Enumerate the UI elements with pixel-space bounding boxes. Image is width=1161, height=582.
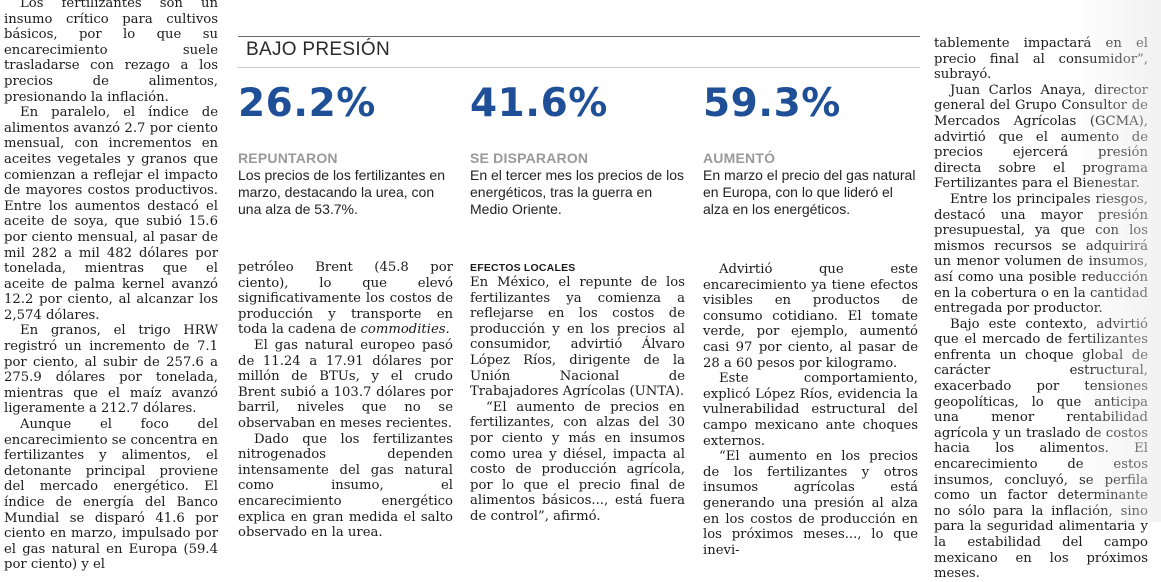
article-column-1: Los fertilizantes son un insumo crítico … (4, 0, 218, 573)
paragraph: En México, el repunte de los fertilizant… (470, 275, 685, 400)
paragraph: “El aumento de precios en fertilizantes,… (470, 399, 685, 524)
paragraph: Este comportamiento, explicó López Ríos,… (703, 371, 918, 449)
text-run: . (445, 322, 450, 338)
paragraph: “El aumento en los precios de los fertil… (703, 449, 918, 558)
article-column-5: tablemente impactará en el precio final … (934, 36, 1148, 582)
paragraph: petróleo Brent (45.8 por ciento), lo que… (238, 260, 453, 338)
stat-block: 26.2% REPUNTARON Los precios de los fert… (238, 82, 453, 218)
paragraph: Aunque el foco del encarecimiento se con… (4, 417, 218, 573)
paragraph: En granos, el trigo HRW registró un incr… (4, 323, 218, 417)
paragraph: Dado que los fertilizantes nitrogenados … (238, 431, 453, 541)
infobox-title: BAJO PRESIÓN (246, 39, 391, 60)
article-column-2: petróleo Brent (45.8 por ciento), lo que… (238, 260, 453, 541)
paragraph: El gas natural europeo pasó de 11.24 a 1… (238, 337, 453, 431)
paragraph: Bajo este contexto, advirtió que el merc… (934, 316, 1148, 582)
article-column-4: Advirtió que este encarecimiento ya tien… (703, 262, 918, 558)
stat-description: En marzo el precio del gas natural en Eu… (703, 167, 916, 217)
text-run: petróleo Brent (45.8 por ciento), lo que… (238, 260, 453, 338)
stat-label: SE DISPARARON (470, 150, 589, 166)
stat-description: Los precios de los fertilizantes en marz… (238, 167, 445, 217)
stat-label: REPUNTARON (238, 150, 338, 166)
stat-description: En el tercer mes los precios de los ener… (470, 167, 684, 217)
section-subhead: EFECTOS LOCALES (470, 262, 576, 274)
stat-label: AUMENTÓ (703, 150, 776, 166)
paragraph: Los fertilizantes son un insumo crítico … (4, 0, 218, 105)
paragraph: Entre los principales riesgos, destacó u… (934, 191, 1148, 317)
infobox-header: BAJO PRESIÓN (238, 36, 920, 68)
stat-value: 59.3% (703, 81, 841, 126)
paragraph: En paralelo, el índice de alimentos avan… (4, 105, 218, 323)
article-column-3: EFECTOS LOCALES En México, el repunte de… (470, 262, 685, 525)
stat-value: 41.6% (470, 81, 608, 126)
stat-block: 59.3% AUMENTÓ En marzo el precio del gas… (703, 82, 918, 218)
paragraph: tablemente impactará en el precio final … (934, 36, 1148, 83)
italic-term: commodities (360, 322, 446, 338)
stat-value: 26.2% (238, 81, 376, 126)
stat-block: 41.6% SE DISPARARON En el tercer mes los… (470, 82, 685, 218)
paragraph: Juan Carlos Anaya, director general del … (934, 82, 1148, 192)
paragraph: Advirtió que este encarecimiento ya tien… (703, 262, 918, 371)
